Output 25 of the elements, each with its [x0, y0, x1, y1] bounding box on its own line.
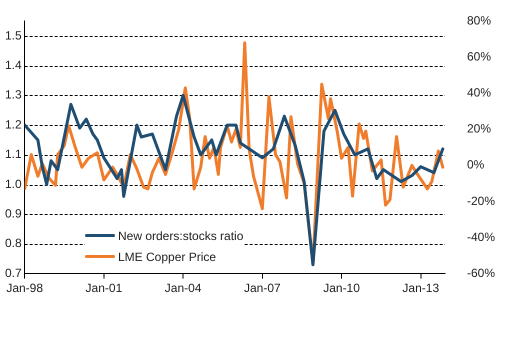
y-tick-label: 1.4 — [4, 58, 22, 72]
x-tick-label: Jan-98 — [6, 281, 44, 296]
y-tick-label: 1.0 — [4, 176, 22, 191]
y-tick-label: 1.2 — [4, 117, 22, 132]
y2-tick-label: -60% — [466, 266, 496, 280]
y2-tick-label: 0% — [466, 158, 485, 172]
y-tick-label: 1.1 — [4, 147, 22, 162]
x-tick-label: Jan-01 — [86, 281, 123, 296]
x-tick-label: Jan-07 — [244, 281, 282, 296]
y2-tick-label: 40% — [466, 86, 492, 100]
y-tick-label: 1.5 — [4, 28, 22, 42]
legend-label: New orders:stocks ratio — [118, 228, 244, 242]
y2-tick-label: 60% — [466, 50, 492, 64]
y2-tick-label: 20% — [466, 122, 492, 136]
x-tick-label: Jan-13 — [402, 281, 440, 296]
y-tick-label: 1.3 — [4, 88, 22, 102]
y-tick-label: 0.8 — [4, 236, 22, 250]
y2-tick-label: -40% — [466, 230, 496, 244]
legend-label: LME Copper Price — [118, 250, 216, 264]
x-tick-label: Jan-10 — [323, 281, 360, 296]
y-tick-label: 0.9 — [4, 206, 22, 221]
y2-tick-label: 80% — [466, 14, 492, 28]
y2-tick-label: -20% — [466, 194, 496, 208]
x-tick-label: Jan-04 — [164, 281, 202, 296]
y-tick-label: 0.7 — [4, 266, 22, 280]
